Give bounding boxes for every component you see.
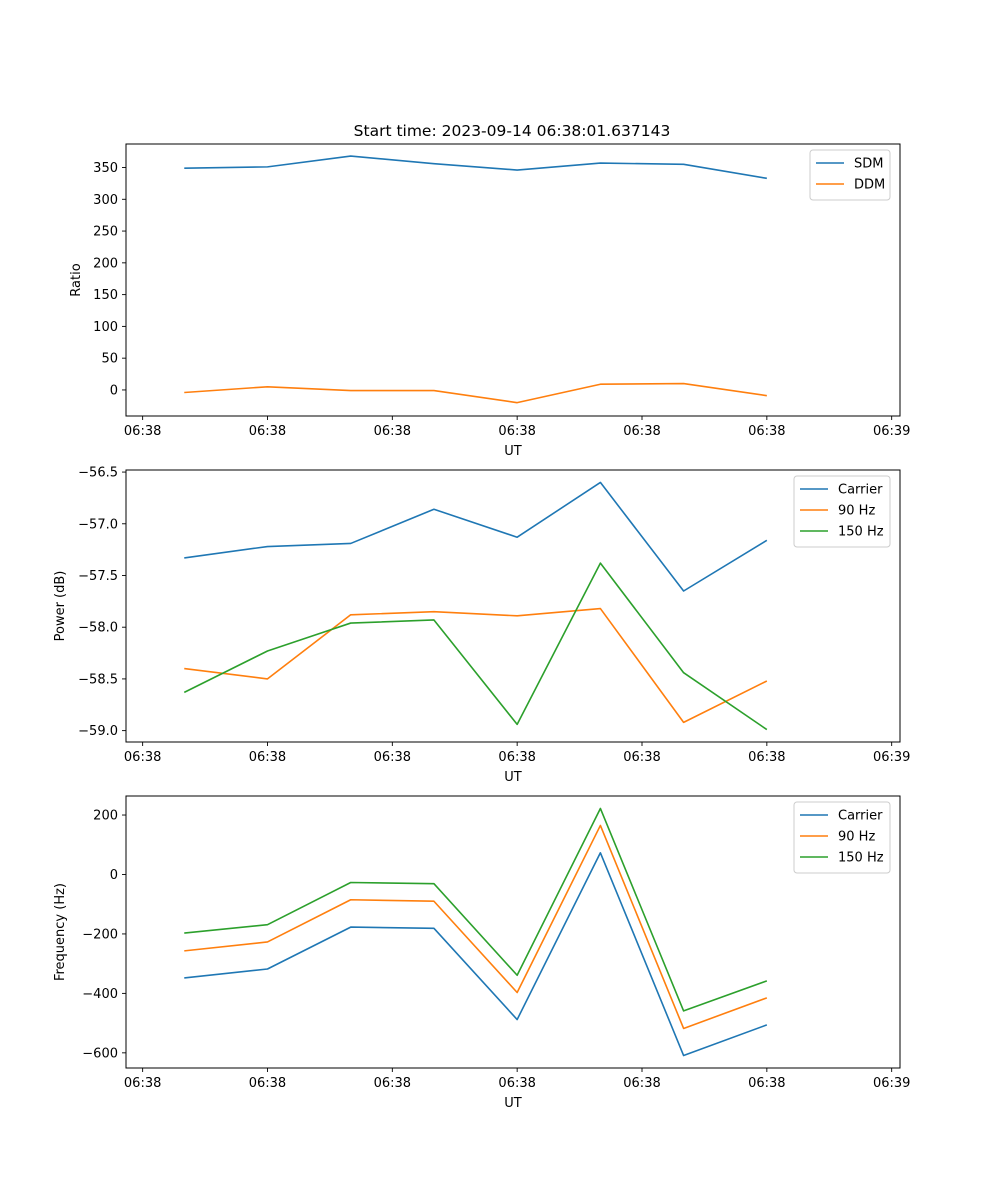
frequency-y-axis-label: Frequency (Hz) (53, 883, 68, 981)
ratio-y-axis-label: Ratio (69, 263, 84, 296)
ratio-y-tick-label: 50 (101, 352, 118, 367)
frequency-series-carrier (184, 851, 768, 1057)
power-y-tick-label: −58.5 (78, 672, 118, 687)
ratio-x-tick-label: 06:38 (249, 424, 286, 439)
frequency-y-tick-label: −600 (82, 1046, 118, 1061)
frequency-y-tick-label: −400 (82, 987, 118, 1002)
frequency-x-axis-label: UT (504, 1096, 522, 1111)
frequency-x-tick-label: 06:38 (249, 1076, 286, 1091)
ratio-series-ddm (184, 382, 767, 404)
ratio-legend: SDM DDM (809, 149, 891, 201)
power-series-carrier (184, 481, 768, 592)
frequency-series-90-hz (184, 824, 768, 1030)
power-x-axis-label: UT (504, 770, 522, 785)
power-y-tick-label: −56.5 (78, 466, 118, 481)
power-legend-box (793, 475, 891, 548)
frequency-series-150-hz (184, 807, 768, 1012)
ratio-y-tick-label: 300 (93, 193, 118, 208)
frequency-y-tick-label: 0 (110, 868, 118, 883)
ratio-legend-label-sdm: SDM (854, 157, 883, 172)
frequency-x-tick-label: 06:39 (873, 1076, 910, 1091)
frequency-legend-label-carrier: Carrier (838, 809, 883, 824)
power-x-tick-label: 06:38 (623, 750, 660, 765)
ratio-x-tick-label: 06:38 (374, 424, 411, 439)
power-series-150-hz (183, 562, 768, 731)
power-series-90-hz (184, 607, 768, 724)
frequency-legend: Carrier 90 Hz 150 Hz (793, 801, 891, 874)
power-legend-label-carrier: Carrier (838, 483, 883, 498)
ratio-legend-label-ddm: DDM (854, 178, 885, 193)
ratio-y-tick-label: 0 (110, 383, 118, 398)
power-x-tick-label: 06:38 (748, 750, 785, 765)
ratio-x-tick-label: 06:38 (748, 424, 785, 439)
ratio-x-tick-label: 06:39 (873, 424, 910, 439)
power-y-axis-label: Power (dB) (53, 571, 68, 642)
power-y-tick-label: −58.0 (78, 621, 118, 636)
frequency-x-tick-label: 06:38 (374, 1076, 411, 1091)
ratio-series-sdm (184, 155, 767, 180)
power-x-tick-label: 06:38 (498, 750, 535, 765)
power-y-tick-label: −59.0 (78, 724, 118, 739)
power-legend-label-90-hz: 90 Hz (838, 504, 875, 519)
ratio-y-tick-label: 250 (93, 225, 118, 240)
ratio-panel: 06:38 06:38 06:38 06:38 06:38 06:38 06:39 0 50 10… (69, 143, 910, 459)
frequency-legend-label-90-hz: 90 Hz (838, 830, 875, 845)
ratio-axes-frame (125, 143, 901, 417)
frequency-x-tick-label: 06:38 (498, 1076, 535, 1091)
frequency-legend-box (793, 801, 891, 874)
power-y-tick-label: −57.5 (78, 569, 118, 584)
ratio-y-tick-label: 150 (93, 288, 118, 303)
ratio-x-tick-label: 06:38 (498, 424, 535, 439)
frequency-axes-frame (125, 795, 901, 1069)
ratio-x-tick-label: 06:38 (623, 424, 660, 439)
power-legend-label-150-hz: 150 Hz (838, 525, 884, 540)
power-x-tick-label: 06:38 (374, 750, 411, 765)
frequency-x-tick-label: 06:38 (623, 1076, 660, 1091)
ratio-y-tick-label: 200 (93, 256, 118, 271)
power-legend: Carrier 90 Hz 150 Hz (793, 475, 891, 548)
frequency-x-tick-label: 06:38 (124, 1076, 161, 1091)
ratio-y-tick-label: 100 (93, 320, 118, 335)
frequency-y-tick-label: −200 (82, 927, 118, 942)
frequency-panel: 06:38 06:38 06:38 06:38 06:38 06:38 06:39 200 0 −… (53, 795, 910, 1111)
ratio-x-tick-label: 06:38 (124, 424, 161, 439)
ratio-y-tick-label: 350 (93, 161, 118, 176)
chart-title: Start time: 2023-09-14 06:38:01.637143 (354, 122, 671, 140)
frequency-legend-label-150-hz: 150 Hz (838, 851, 884, 866)
power-axes-frame (125, 469, 901, 743)
power-x-tick-label: 06:38 (249, 750, 286, 765)
ratio-x-axis-label: UT (504, 444, 522, 459)
power-x-tick-label: 06:38 (124, 750, 161, 765)
power-y-tick-label: −57.0 (78, 517, 118, 532)
power-panel: 06:38 06:38 06:38 06:38 06:38 06:38 06:39 −56.5… (53, 466, 910, 785)
frequency-y-tick-label: 200 (93, 809, 118, 824)
power-x-tick-label: 06:39 (873, 750, 910, 765)
frequency-x-tick-label: 06:38 (748, 1076, 785, 1091)
